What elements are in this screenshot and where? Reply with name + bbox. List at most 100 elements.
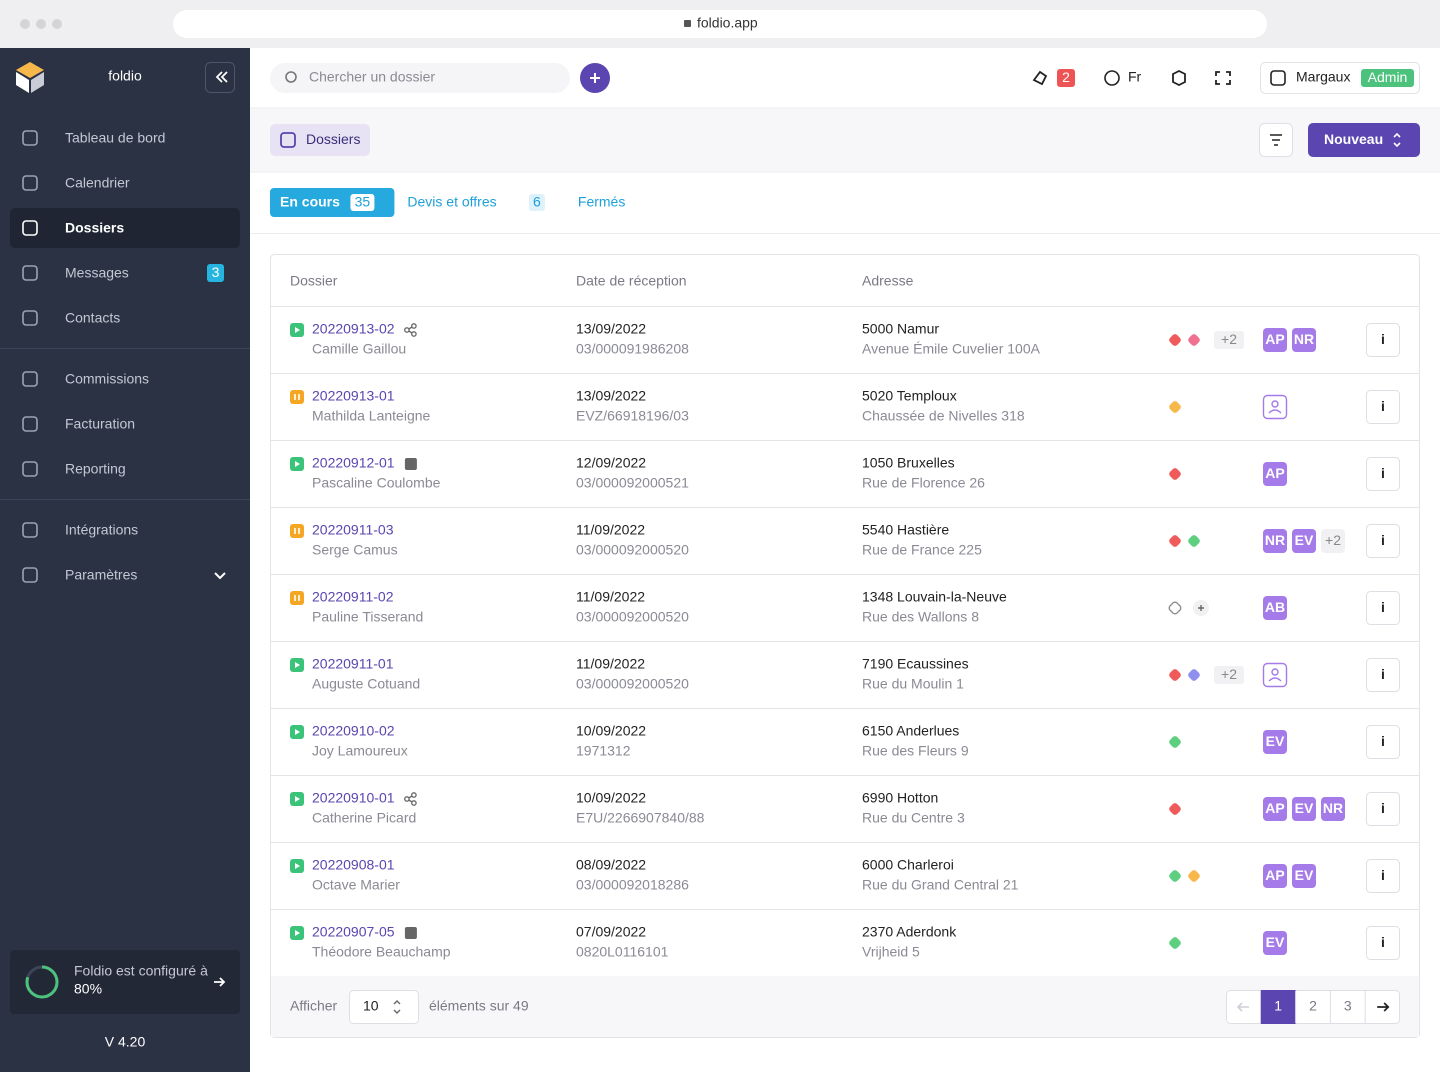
logo [16, 72, 29, 93]
info-label: i [1381, 532, 1385, 548]
info-button[interactable] [1366, 457, 1400, 491]
city: 1348 Louvain-la-Neuve [862, 589, 1007, 605]
avatar-initials: NR [1265, 532, 1285, 548]
street: Rue de France 225 [862, 542, 982, 558]
client: Camille Gaillou [312, 341, 406, 357]
info-button[interactable] [1366, 658, 1400, 692]
dossier-id[interactable]: 20220913-02 [312, 321, 395, 337]
nav-label[interactable]: Messages [65, 265, 129, 281]
nav-label[interactable]: Paramètres [65, 567, 137, 583]
tab-label[interactable]: Devis et offres [407, 194, 496, 210]
page-active[interactable] [1260, 990, 1296, 1024]
info-button[interactable] [1366, 323, 1400, 357]
dossier-id[interactable]: 20220911-02 [312, 589, 394, 605]
reference: 03/000092000520 [576, 542, 689, 558]
chevron[interactable] [214, 572, 226, 580]
info-button[interactable] [1366, 725, 1400, 759]
info-button[interactable] [1366, 390, 1400, 424]
notification-icon[interactable] [1032, 70, 1048, 86]
tab-label[interactable]: Fermés [578, 194, 625, 210]
dossier-id[interactable]: 20220911-03 [312, 522, 394, 538]
client: Pauline Tisserand [312, 609, 423, 625]
nav-label[interactable]: Calendrier [65, 175, 130, 191]
search-placeholder: Chercher un dossier [309, 69, 435, 85]
dossier-id[interactable]: 20220910-01 [312, 790, 395, 806]
avatar [1292, 328, 1316, 352]
status-icon [290, 524, 304, 538]
share-node [411, 323, 417, 329]
apps-icon[interactable] [1172, 69, 1186, 87]
nav-label[interactable]: Facturation [65, 416, 135, 432]
info-label: i [1381, 599, 1385, 615]
window-dot [52, 19, 62, 29]
info-button[interactable] [1366, 591, 1400, 625]
user-glyph [1268, 677, 1282, 682]
nav-icon [22, 567, 38, 583]
fullscreen-icon[interactable] [1215, 71, 1231, 85]
reference: 03/000092000521 [576, 475, 689, 491]
notification-count: 2 [1062, 69, 1070, 85]
logo [31, 72, 44, 93]
avatar [1263, 328, 1287, 352]
page-size-select[interactable] [349, 990, 419, 1024]
dossier-id[interactable]: 20220910-02 [312, 723, 395, 739]
nav-label[interactable]: Dossiers [65, 220, 124, 236]
avatar-initials: AP [1265, 867, 1284, 883]
avatar [1292, 864, 1316, 888]
page-number[interactable]: 2 [1309, 998, 1317, 1014]
dossier-id[interactable]: 20220912-01 [312, 455, 395, 471]
nav-label[interactable]: Tableau de bord [65, 130, 165, 146]
info-label: i [1381, 800, 1385, 816]
language[interactable]: Fr [1128, 69, 1142, 85]
city: 7190 Ecaussines [862, 656, 969, 672]
client: Auguste Cotuand [312, 676, 420, 692]
dossier-id[interactable]: 20220908-01 [312, 857, 395, 873]
dossier-id[interactable]: 20220913-01 [312, 388, 395, 404]
play-glyph [295, 662, 300, 668]
page-number[interactable]: 3 [1344, 998, 1352, 1014]
date: 13/09/2022 [576, 321, 646, 337]
next-arrow[interactable] [1377, 1002, 1390, 1012]
nav-label[interactable]: Intégrations [65, 522, 138, 538]
new-button[interactable] [1308, 123, 1420, 157]
dossier-id[interactable]: 20220911-01 [312, 656, 394, 672]
page-header [250, 108, 1440, 172]
tab-label[interactable]: En cours [280, 194, 340, 210]
info-button[interactable] [1366, 524, 1400, 558]
breadcrumb[interactable] [270, 124, 370, 156]
nav-label[interactable]: Commissions [65, 371, 149, 387]
reference: 03/000092000520 [576, 676, 689, 692]
tabs: En cours 35 Devis et offres 6 Fermés [270, 188, 625, 217]
info-button[interactable] [1366, 792, 1400, 826]
config-box[interactable] [10, 950, 240, 1014]
info-button[interactable] [1366, 926, 1400, 960]
total-label: éléments sur 49 [429, 998, 529, 1014]
pause-glyph [294, 595, 300, 601]
tag [1169, 803, 1181, 815]
share-node [411, 800, 417, 806]
avatar [1263, 864, 1287, 888]
prev-arrow[interactable] [1236, 1002, 1249, 1012]
nav-label[interactable]: Reporting [65, 461, 126, 477]
search-box[interactable] [270, 63, 570, 93]
info-button[interactable] [1366, 859, 1400, 893]
reference: 03/000092000520 [576, 609, 689, 625]
nav-icon [22, 310, 38, 326]
config-percent: 80% [74, 981, 102, 997]
url-bar[interactable] [173, 10, 1267, 38]
client: Théodore Beauchamp [312, 944, 451, 960]
collapse-button[interactable] [205, 62, 235, 93]
language-icon[interactable] [1104, 70, 1120, 86]
progress-ring [25, 965, 59, 999]
nav-icon [22, 130, 38, 146]
date: 11/09/2022 [576, 656, 645, 672]
nav-label[interactable]: Contacts [65, 310, 120, 326]
tag-empty[interactable] [1168, 601, 1182, 615]
date: 11/09/2022 [576, 522, 645, 538]
tag-more-count: +2 [1221, 331, 1237, 347]
info-label: i [1381, 867, 1385, 883]
page-number[interactable]: 1 [1274, 998, 1282, 1014]
tag [1188, 870, 1200, 882]
collapse-icon [215, 71, 228, 83]
dossier-id[interactable]: 20220907-05 [312, 924, 395, 940]
